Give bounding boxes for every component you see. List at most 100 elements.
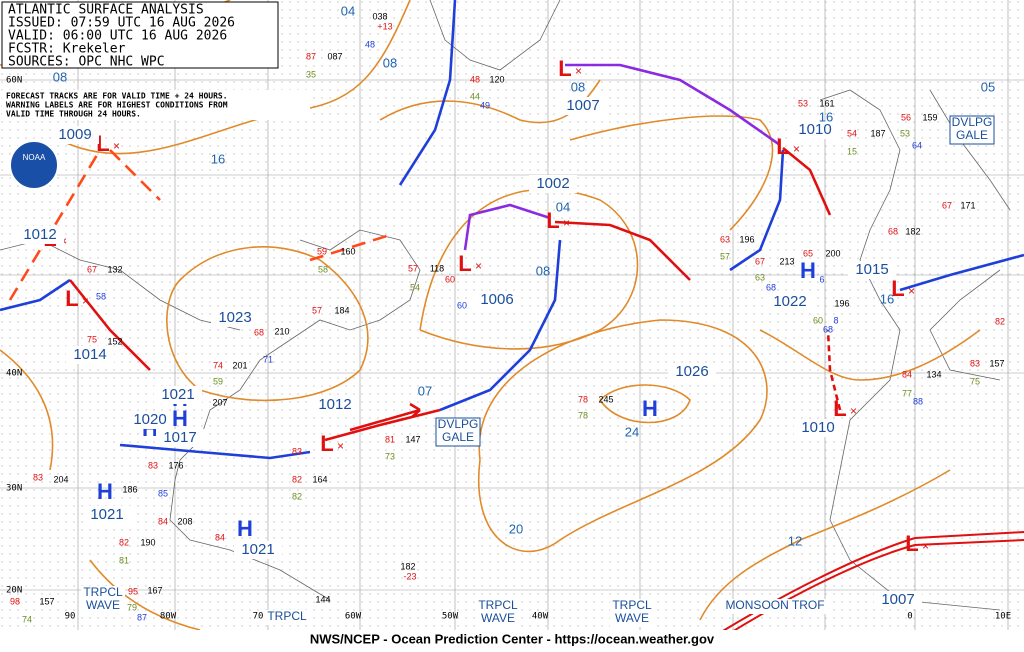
station-value: 6 (819, 274, 824, 284)
feature-label: DVLPG (438, 417, 479, 431)
pressure-label: 1021 (241, 541, 274, 558)
isobar-label: 16 (819, 109, 833, 124)
station-value: 161 (819, 98, 834, 108)
feature-label: DVLPG (952, 115, 993, 129)
pressure-label: 1010 (801, 419, 834, 436)
isobar-label: 08 (383, 55, 397, 70)
station-value: 68 (766, 282, 776, 292)
pressure-box (234, 541, 282, 559)
high-center: H (642, 396, 658, 421)
feature-label: TRPCL (83, 585, 123, 599)
station-value: 210 (274, 326, 289, 336)
isobar-label: 08 (571, 79, 585, 94)
station-value: 196 (739, 234, 754, 244)
pressure-label: 1007 (566, 97, 599, 114)
station-value: 201 (232, 360, 247, 370)
station-value: 77 (902, 388, 912, 398)
station-value: 49 (480, 100, 490, 110)
station-value: -23 (403, 571, 416, 581)
station-value: 82 (292, 474, 302, 484)
header-line: VALID: 06:00 UTC 16 AUG 2026 (8, 29, 227, 44)
low-center: L (458, 251, 471, 276)
footer-band (0, 630, 1024, 652)
station-value: 71 (263, 354, 273, 364)
feature-box (265, 610, 309, 625)
pressure-label: 1007 (881, 591, 914, 608)
station-value: 196 (834, 298, 849, 308)
isobar-label: 04 (341, 3, 355, 18)
station-value: 213 (779, 256, 794, 266)
station-value: 65 (803, 248, 813, 258)
isobar-label: 16 (211, 151, 225, 166)
station-value: 84 (902, 369, 912, 379)
feature-box (949, 115, 995, 145)
pressure-box (126, 411, 174, 429)
header-line: SOURCES: OPC NHC WPC (8, 55, 165, 70)
pressure-label: 1017 (163, 429, 196, 446)
station-value: 147 (405, 434, 420, 444)
station-value: 48 (470, 74, 480, 84)
station-value: 48 (365, 39, 375, 49)
high-center: H (800, 258, 816, 283)
station-value: 68 (823, 324, 833, 334)
pressure-box (791, 121, 839, 139)
station-value: 182 (400, 561, 415, 571)
station-value: 207 (212, 397, 227, 407)
low-x: × (793, 142, 800, 156)
station-value: 8 (833, 315, 838, 325)
low-center: L (320, 431, 333, 456)
feature-box (435, 417, 481, 447)
station-value: 157 (989, 358, 1004, 368)
pressure-box (154, 386, 202, 404)
note-line: WARNING LABELS ARE FOR HIGHEST CONDITION… (6, 101, 228, 110)
pressure-box (529, 175, 577, 193)
isobar-label: 16 (880, 291, 894, 306)
station-value: 44 (470, 91, 480, 101)
station-value: +13 (377, 21, 392, 31)
station-value: 54 (847, 128, 857, 138)
station-value: 53 (900, 128, 910, 138)
pressure-box (66, 346, 114, 364)
pressure-box (16, 226, 64, 244)
station-value: 60 (457, 300, 467, 310)
pressure-box (83, 506, 131, 524)
station-value: 83 (970, 358, 980, 368)
station-value: 88 (913, 396, 923, 406)
station-value: 184 (334, 305, 349, 315)
station-value: 64 (912, 140, 922, 150)
feature-box (720, 599, 830, 614)
station-value: 95 (128, 586, 138, 596)
station-value: 58 (318, 264, 328, 274)
feature-label: MONSOON TROF (725, 598, 824, 612)
station-value: 60 (813, 315, 823, 325)
feature-label: WAVE (86, 598, 120, 612)
isobar-label: 07 (418, 383, 432, 398)
high-center: H (172, 406, 188, 431)
pressure-box (794, 419, 842, 437)
pressure-box (156, 429, 204, 447)
station-value: 187 (870, 128, 885, 138)
station-value: 087 (327, 51, 342, 61)
pressure-label: 1010 (798, 121, 831, 138)
low-x: × (563, 216, 570, 230)
station-value: 54 (410, 282, 420, 292)
station-value: 171 (960, 200, 975, 210)
header-line: ATLANTIC SURFACE ANALYSIS (8, 3, 204, 18)
high-center: H (97, 479, 113, 504)
station-value: 200 (825, 248, 840, 258)
lon-label: 60W (345, 612, 362, 622)
feature-box (81, 586, 125, 614)
station-value: 245 (598, 394, 613, 404)
low-x: × (922, 539, 929, 553)
isobar-label: 08 (536, 263, 550, 278)
station-value: 67 (942, 200, 952, 210)
station-value: 132 (107, 264, 122, 274)
lon-label: 0 (907, 612, 912, 622)
logo-text: NOAA (23, 153, 46, 162)
pressure-label: 1026 (675, 363, 708, 380)
station-value: 83 (148, 460, 158, 470)
pressure-box (848, 261, 896, 279)
pressure-label: 1012 (318, 396, 351, 413)
feature-label: TRPCL (612, 598, 652, 612)
